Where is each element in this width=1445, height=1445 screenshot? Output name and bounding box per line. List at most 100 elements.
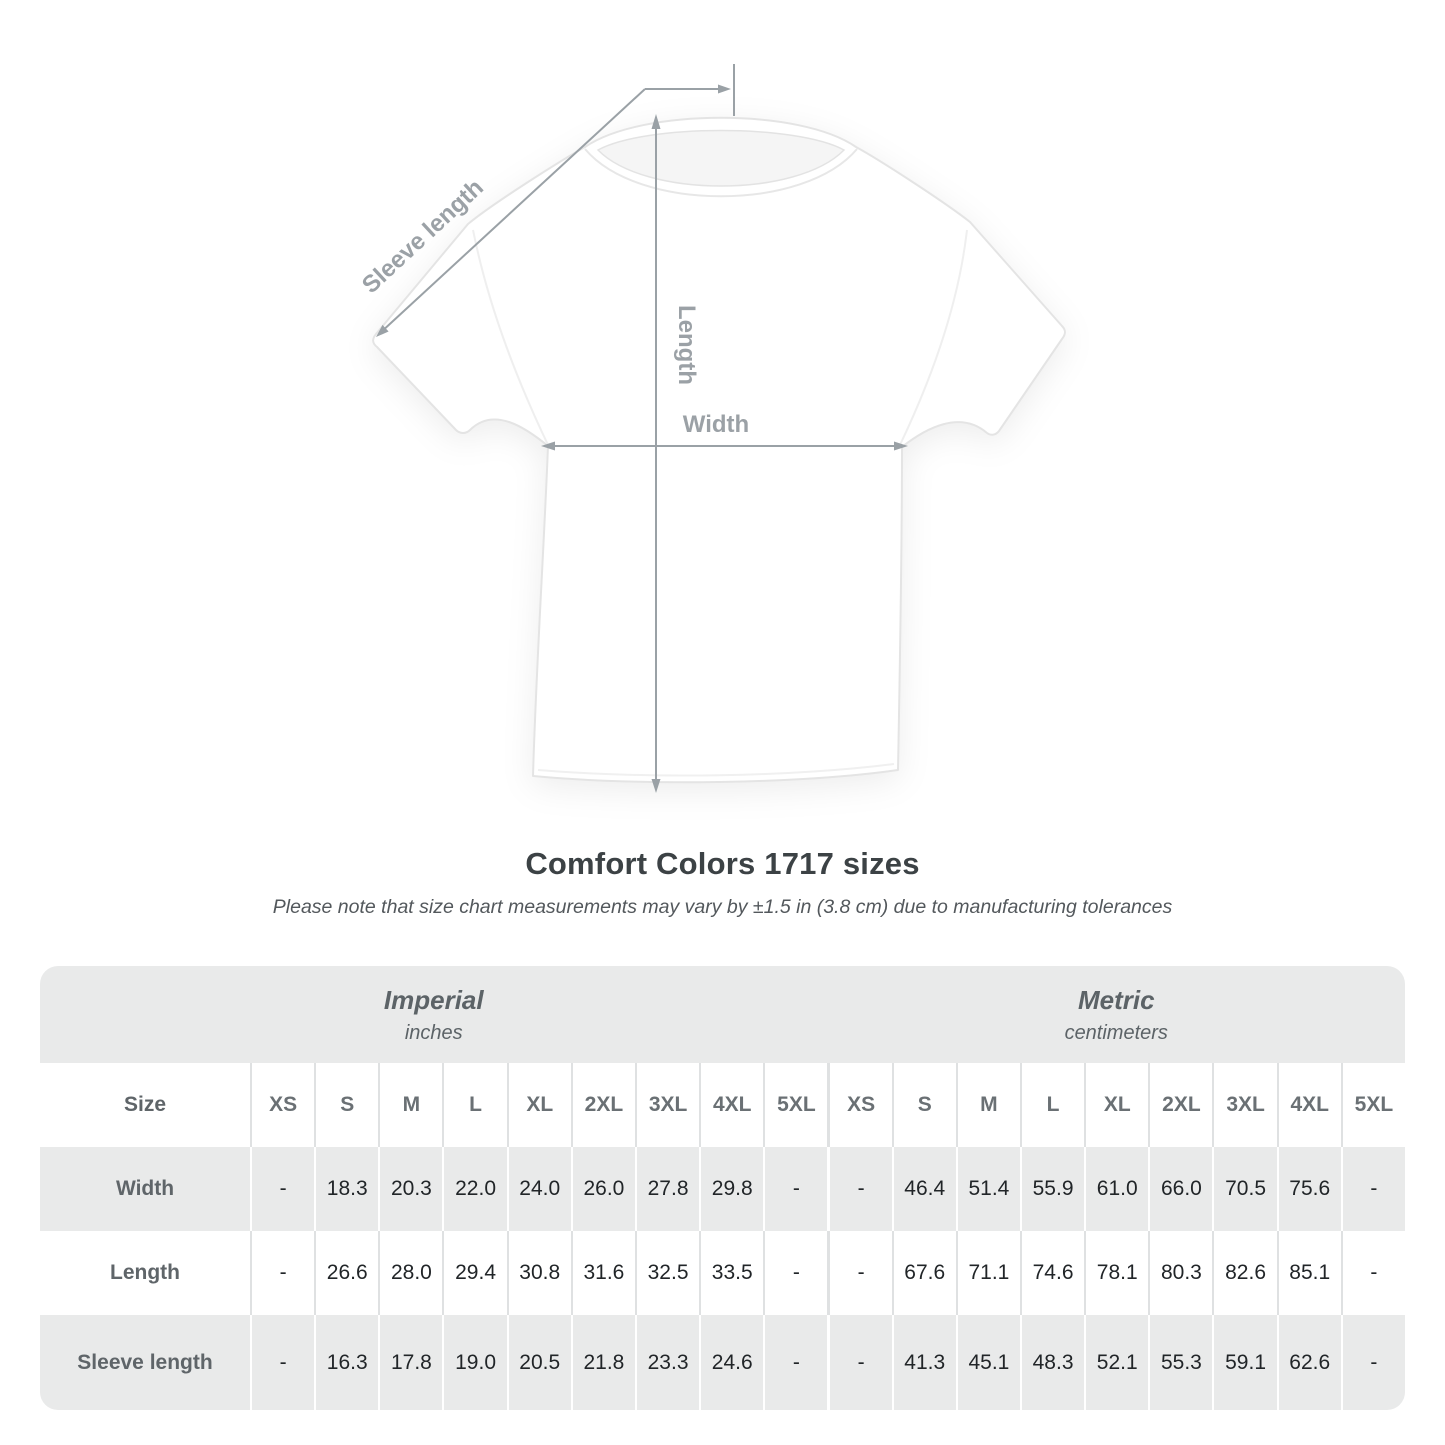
- table-cell: 24.6: [699, 1315, 763, 1410]
- row-label: Sleeve length: [77, 1350, 213, 1374]
- width-arrow-icon: [541, 441, 908, 451]
- table-cell: -: [1340, 1147, 1405, 1231]
- metric-title: Metric: [1077, 984, 1155, 1015]
- table-cell: 19.0: [442, 1315, 506, 1410]
- table-cell: 20.5: [506, 1315, 571, 1410]
- length-label: Length: [673, 305, 700, 385]
- size-col: 4XL: [1276, 1063, 1341, 1147]
- table-cell: 41.3: [891, 1315, 956, 1410]
- length-arrow-icon: [651, 114, 661, 793]
- table-cell: -: [250, 1231, 314, 1315]
- table-cell: 85.1: [1276, 1231, 1341, 1315]
- table-cell: -: [250, 1147, 314, 1231]
- table-cell: 21.8: [570, 1315, 635, 1410]
- size-col: M: [955, 1063, 1020, 1147]
- table-cell: 70.5: [1212, 1147, 1276, 1231]
- sleeve-length-arrow-icon: [376, 64, 735, 337]
- size-col: XS: [827, 1063, 891, 1147]
- table-cell: -: [827, 1147, 891, 1231]
- table-cell: 51.4: [955, 1147, 1020, 1231]
- tolerance-note: Please note that size chart measurements…: [272, 896, 1173, 918]
- metric-section-header: Metric centimeters: [828, 966, 1406, 1063]
- table-cell: 22.0: [442, 1147, 506, 1231]
- table-cell: -: [763, 1147, 827, 1231]
- table-cell: 26.6: [314, 1231, 378, 1315]
- size-col: 5XL: [1340, 1063, 1405, 1147]
- table-cell: -: [250, 1315, 314, 1410]
- size-col: XL: [1084, 1063, 1148, 1147]
- collar-band-seam: [584, 148, 858, 198]
- table-cell: 52.1: [1084, 1315, 1148, 1410]
- size-col: XL: [506, 1063, 571, 1147]
- row-label: Width: [115, 1177, 175, 1200]
- table-cell: 24.0: [506, 1147, 571, 1231]
- table-cell: 18.3: [314, 1147, 378, 1231]
- table-cell: -: [763, 1231, 827, 1315]
- table-cell: 80.3: [1148, 1231, 1212, 1315]
- table-cell: 31.6: [570, 1231, 635, 1315]
- table-cell: 17.8: [378, 1315, 442, 1410]
- size-table: Imperial inches Metric centimeters Size …: [40, 966, 1405, 1410]
- table-cell: 30.8: [506, 1231, 571, 1315]
- table-cell: 75.6: [1276, 1147, 1341, 1231]
- size-col: XS: [250, 1063, 314, 1147]
- table-cell: -: [1340, 1231, 1405, 1315]
- imperial-unit: inches: [404, 1021, 463, 1044]
- size-col: L: [1019, 1063, 1084, 1147]
- table-cell: 61.0: [1084, 1147, 1148, 1231]
- table-cell: -: [827, 1231, 891, 1315]
- table-cell: 16.3: [314, 1315, 378, 1410]
- tshirt-illustration: [372, 116, 1066, 784]
- size-col: 2XL: [570, 1063, 635, 1147]
- left-sleeve-seam: [472, 229, 550, 448]
- table-cell: 28.0: [378, 1231, 442, 1315]
- size-column-header: Size: [123, 1093, 167, 1116]
- table-cell: 32.5: [634, 1231, 699, 1315]
- unit-header-row: Imperial inches Metric centimeters: [40, 966, 1405, 1063]
- table-row-length: Length - 26.6 28.0 29.4 30.8 31.6 32.5 3…: [40, 1231, 1405, 1315]
- imperial-section-header: Imperial inches: [40, 966, 828, 1063]
- size-col: S: [314, 1063, 378, 1147]
- table-cell: -: [827, 1315, 891, 1410]
- table-cell: 74.6: [1019, 1231, 1084, 1315]
- table-row-width: Width - 18.3 20.3 22.0 24.0 26.0 27.8 29…: [40, 1147, 1405, 1231]
- size-col: 5XL: [763, 1063, 827, 1147]
- table-cell: 29.4: [442, 1231, 506, 1315]
- table-cell: 62.6: [1276, 1315, 1341, 1410]
- metric-unit: centimeters: [1064, 1021, 1168, 1044]
- size-col: 4XL: [699, 1063, 763, 1147]
- table-cell: 66.0: [1148, 1147, 1212, 1231]
- hem-stitch: [537, 763, 895, 777]
- table-cell: -: [1340, 1315, 1405, 1410]
- table-cell: 67.6: [891, 1231, 956, 1315]
- page-title: Comfort Colors 1717 sizes: [525, 846, 920, 881]
- size-col: M: [378, 1063, 442, 1147]
- right-sleeve-seam: [898, 229, 968, 448]
- table-cell: -: [763, 1315, 827, 1410]
- size-col: 3XL: [1212, 1063, 1276, 1147]
- table-cell: 45.1: [955, 1315, 1020, 1410]
- table-cell: 48.3: [1019, 1315, 1084, 1410]
- table-cell: 71.1: [955, 1231, 1020, 1315]
- table-cell: 33.5: [699, 1231, 763, 1315]
- table-cell: 29.8: [699, 1147, 763, 1231]
- table-cell: 27.8: [634, 1147, 699, 1231]
- table-cell: 55.3: [1148, 1315, 1212, 1410]
- table-cell: 20.3: [378, 1147, 442, 1231]
- table-cell: 59.1: [1212, 1315, 1276, 1410]
- table-cell: 23.3: [634, 1315, 699, 1410]
- table-cell: 46.4: [891, 1147, 956, 1231]
- size-header-row: Size XS S M L XL 2XL 3XL 4XL 5XL XS S M …: [40, 1063, 1405, 1147]
- size-col: S: [891, 1063, 956, 1147]
- table-cell: 82.6: [1212, 1231, 1276, 1315]
- width-label: Width: [683, 411, 749, 438]
- table-row-sleeve-length: Sleeve length - 16.3 17.8 19.0 20.5 21.8…: [40, 1315, 1405, 1410]
- table-cell: 55.9: [1019, 1147, 1084, 1231]
- size-col: L: [442, 1063, 506, 1147]
- tshirt-measurement-diagram: Sleeve length Length Width: [357, 64, 1066, 793]
- table-cell: 78.1: [1084, 1231, 1148, 1315]
- table-cell: 26.0: [570, 1147, 635, 1231]
- imperial-title: Imperial: [383, 984, 484, 1015]
- row-label: Length: [110, 1261, 180, 1284]
